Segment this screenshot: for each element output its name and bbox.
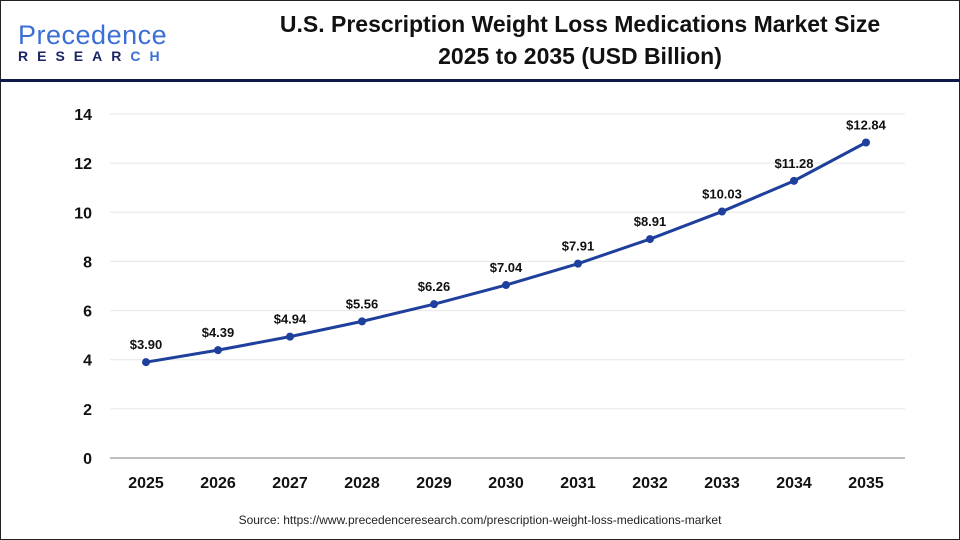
data-point [574,259,582,268]
x-tick-label: 2026 [200,475,236,492]
y-tick-label: 4 [83,353,92,370]
logo-text-1a: Pre [18,20,62,50]
logo-text-2b: CH [130,48,169,64]
data-label: $4.39 [202,325,235,340]
data-point [286,332,294,341]
data-label: $10.03 [702,187,742,202]
x-tick-label: 2032 [632,475,668,492]
data-label: $12.84 [846,118,887,133]
data-point [718,207,726,216]
x-tick-label: 2034 [776,475,812,492]
data-label: $7.91 [562,239,595,254]
title-line-1: U.S. Prescription Weight Loss Medication… [279,11,881,37]
data-label: $3.90 [130,337,163,352]
data-point [430,300,438,309]
precedence-research-logo: Precedence RESEARCH [18,20,169,65]
y-tick-label: 10 [74,205,92,222]
chart-title: U.S. Prescription Weight Loss Medication… [230,8,930,72]
source-note: Source: https://www.precedenceresearch.c… [238,513,722,527]
title-line-2: 2025 to 2035 (USD Billion) [438,43,722,69]
data-label: $6.26 [418,279,451,294]
logo-text-1b: cedence [61,20,168,50]
data-label: $11.28 [774,156,813,171]
x-tick-label: 2028 [344,475,380,492]
x-tick-label: 2027 [272,475,308,492]
x-tick-label: 2030 [488,475,524,492]
x-tick-label: 2033 [704,475,740,492]
data-point [142,358,150,367]
data-point [502,281,510,290]
x-tick-label: 2029 [416,475,452,492]
y-tick-label: 8 [83,254,92,271]
data-label: $7.04 [490,260,523,275]
y-tick-label: 14 [74,107,92,124]
data-point [214,346,222,355]
x-tick-label: 2031 [560,475,596,492]
x-tick-label: 2035 [848,475,884,492]
header-divider [0,79,960,82]
y-tick-label: 0 [83,451,92,468]
data-point [358,317,366,326]
data-label: $4.94 [274,312,307,327]
data-point [646,235,654,244]
x-tick-label: 2025 [128,475,164,492]
data-label: $8.91 [634,214,667,229]
logo-text-2a: RESEAR [18,48,131,64]
y-tick-label: 2 [83,402,92,419]
data-point [790,176,798,185]
y-tick-label: 6 [83,304,92,321]
data-label: $5.56 [346,296,379,311]
series-line [145,141,867,364]
y-tick-label: 12 [74,156,92,173]
data-point [862,138,870,147]
